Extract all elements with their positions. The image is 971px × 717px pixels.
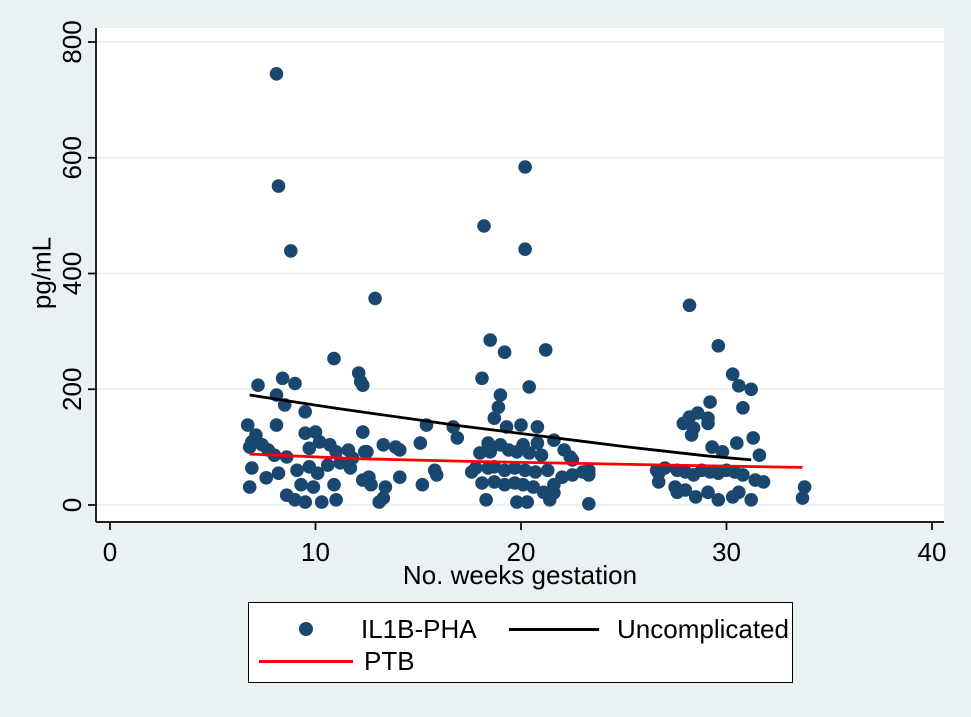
legend-ptb-line-icon bbox=[259, 660, 353, 663]
fit-line-ptb bbox=[249, 452, 803, 469]
legend-uncomplicated-line-icon bbox=[509, 628, 599, 631]
svg-text:0: 0 bbox=[57, 498, 87, 512]
svg-text:20: 20 bbox=[507, 537, 536, 567]
legend-label-uncomplicated: Uncomplicated bbox=[617, 614, 789, 644]
x-axis-title: No. weeks gestation bbox=[402, 560, 638, 590]
y-axis-title: pg/mL bbox=[26, 236, 57, 310]
svg-text:600: 600 bbox=[57, 136, 87, 179]
y-axis: 0 200 400 600 800 bbox=[57, 20, 97, 522]
x-axis: 0 10 20 30 40 bbox=[96, 521, 947, 567]
svg-text:10: 10 bbox=[301, 537, 330, 567]
legend-scatter-marker-icon bbox=[299, 622, 313, 636]
svg-text:800: 800 bbox=[57, 20, 87, 63]
fit-line-uncomplicated bbox=[249, 393, 752, 462]
svg-text:30: 30 bbox=[712, 537, 741, 567]
svg-text:0: 0 bbox=[103, 537, 117, 567]
legend-label-ptb: PTB bbox=[364, 646, 415, 676]
svg-text:400: 400 bbox=[57, 252, 87, 295]
legend-label-il1b-pha: IL1B-PHA bbox=[361, 614, 477, 644]
chart-legend: IL1B-PHA Uncomplicated PTB bbox=[248, 602, 793, 683]
svg-text:200: 200 bbox=[57, 368, 87, 411]
gridlines bbox=[96, 41, 944, 506]
svg-text:40: 40 bbox=[918, 537, 947, 567]
scatter-points-il1b-pha bbox=[240, 67, 812, 511]
